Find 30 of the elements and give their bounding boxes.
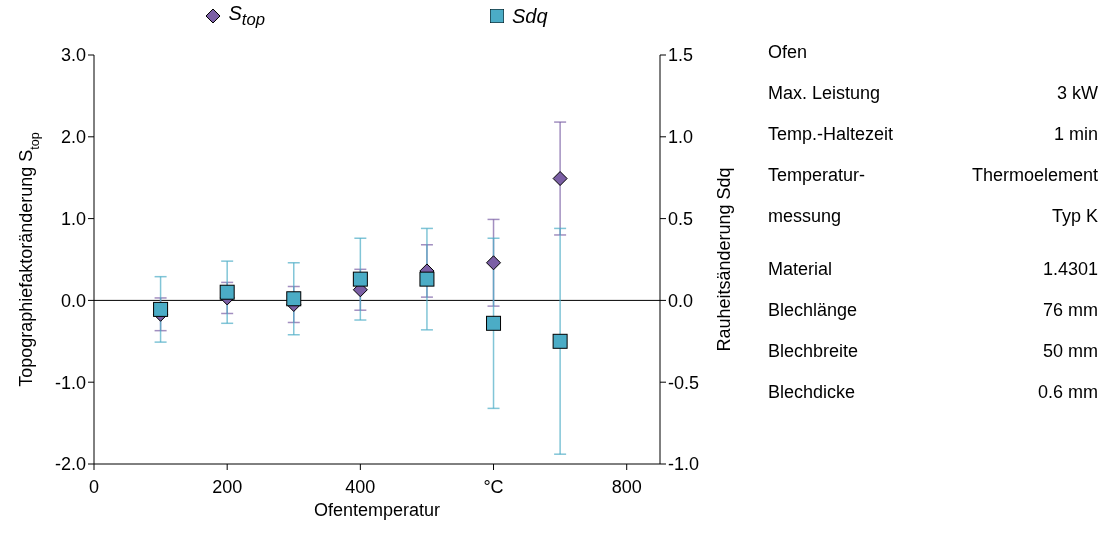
- x-tick-label: 0: [88, 476, 100, 497]
- y2-tick-label: 1.5: [668, 45, 694, 66]
- x-tick-label: 800: [611, 476, 642, 497]
- y-tick-label: -1.0: [54, 372, 86, 393]
- x-tick-label: 400: [345, 476, 376, 497]
- text: messung Typ K: [768, 206, 1098, 226]
- text: Max. Leistung 3 kW: [768, 83, 1098, 103]
- y2-tick-label: 0.5: [668, 208, 694, 229]
- text: Blechdicke 0.6 mm: [768, 382, 1098, 402]
- text: Material 1.4301: [768, 259, 1098, 279]
- y-tick-label: 0.0: [60, 290, 86, 311]
- text: Ofen: [768, 42, 808, 63]
- y-tick-label: 3.0: [60, 45, 86, 66]
- y-tick-label: 1.0: [60, 208, 86, 229]
- text: Blechlänge 76 mm: [768, 300, 1098, 320]
- x-axis-title: Ofentemperatur: [313, 500, 441, 520]
- x-tick-label: °C: [483, 476, 504, 497]
- x-tick-label: 200: [212, 476, 243, 497]
- y2-tick-label: 0.0: [668, 290, 694, 311]
- y-tick-label: -2.0: [54, 454, 86, 475]
- y2-tick-label: 1.0: [668, 127, 694, 148]
- legend-label: Sdq: [511, 4, 548, 28]
- text: Temp.-Haltezeit 1 min: [768, 124, 1098, 144]
- y2-axis-title: Rauheitsänderung Sdq: [714, 167, 734, 352]
- text: Blechbreite 50 mm: [768, 341, 1098, 361]
- legend-label: S$_{top}$: [228, 2, 265, 30]
- y2-tick-label: -1.0: [668, 454, 700, 475]
- y-tick-label: 2.0: [60, 127, 86, 148]
- text: Temperatur- Thermoelement: [768, 165, 1098, 185]
- y2-tick-label: -0.5: [668, 372, 700, 393]
